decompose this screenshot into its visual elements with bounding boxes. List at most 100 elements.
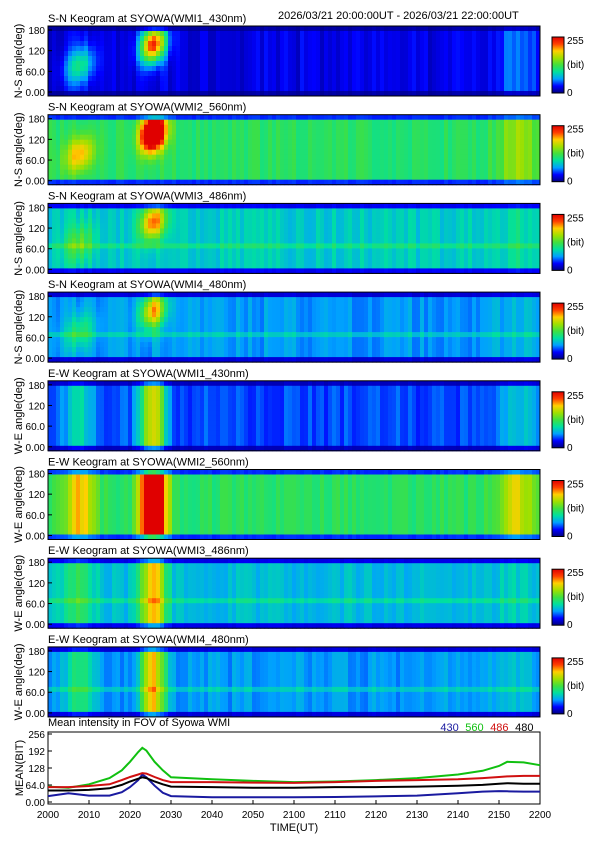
keogram-cell <box>84 238 89 244</box>
keogram-cell <box>376 159 381 166</box>
keogram-cell <box>160 154 165 161</box>
keogram-cell <box>500 71 505 77</box>
keogram-cell <box>464 248 469 254</box>
keogram-cell <box>284 61 289 67</box>
keogram-cell <box>272 218 277 224</box>
keogram-cell <box>220 154 225 161</box>
keogram-cell <box>100 154 105 161</box>
keogram-cell <box>460 243 465 249</box>
keogram-cell <box>256 76 261 82</box>
keogram-cell <box>388 263 393 269</box>
keogram-cell <box>440 154 445 161</box>
keogram-cell <box>380 258 385 264</box>
keogram-cell <box>284 179 289 186</box>
keogram-cell <box>72 134 77 141</box>
keogram-cell <box>424 223 429 229</box>
keogram-cell <box>208 139 213 146</box>
keogram-cell <box>104 56 109 62</box>
keogram-cell <box>440 228 445 234</box>
keogram-cell <box>296 139 301 146</box>
keogram-cell <box>76 41 81 47</box>
keogram-cell <box>180 119 185 126</box>
keogram-cell <box>200 91 205 97</box>
keogram-cell <box>412 56 417 62</box>
keogram-cell <box>316 56 321 62</box>
keogram-cell <box>212 243 217 249</box>
keogram-cell <box>444 76 449 82</box>
keogram-cell <box>200 169 205 176</box>
keogram-cell <box>152 238 157 244</box>
keogram-cell <box>452 263 457 269</box>
keogram-cell <box>444 66 449 72</box>
keogram-cell <box>100 164 105 171</box>
keogram-cell <box>188 213 193 219</box>
keogram-cell <box>300 169 305 176</box>
keogram-cell <box>232 258 237 264</box>
keogram-cell <box>220 159 225 166</box>
keogram-cell <box>432 169 437 176</box>
keogram-cell <box>280 129 285 136</box>
keogram-cell <box>372 129 377 136</box>
keogram-cell <box>60 124 65 131</box>
keogram-cell <box>380 218 385 224</box>
keogram-cell <box>100 81 105 87</box>
keogram-cell <box>116 31 121 37</box>
keogram-cell <box>220 223 225 229</box>
keogram-cell <box>468 164 473 171</box>
keogram-cell <box>200 36 205 42</box>
keogram-cell <box>284 66 289 72</box>
keogram-cell <box>372 253 377 259</box>
keogram-cell <box>292 179 297 186</box>
keogram-cell <box>508 56 513 62</box>
keogram-cell <box>244 129 249 136</box>
keogram-cell <box>524 144 529 151</box>
keogram-cell <box>484 114 489 121</box>
keogram-cell <box>176 223 181 229</box>
keogram-cell <box>132 208 137 214</box>
keogram-cell <box>416 258 421 264</box>
keogram-cell <box>356 268 361 274</box>
keogram-cell <box>68 258 73 264</box>
keogram-cell <box>192 263 197 269</box>
keogram-cell <box>308 238 313 244</box>
keogram-cell <box>448 81 453 87</box>
keogram-cell <box>500 91 505 97</box>
keogram-cell <box>412 253 417 259</box>
keogram-cell <box>388 71 393 77</box>
keogram-cell <box>136 164 141 171</box>
keogram-cell <box>440 51 445 57</box>
keogram-cell <box>276 154 281 161</box>
keogram-cell <box>208 41 213 47</box>
keogram-cell <box>432 149 437 156</box>
keogram-cell <box>88 263 93 269</box>
keogram-cell <box>144 129 149 136</box>
keogram-cell <box>188 174 193 181</box>
keogram-cell <box>196 228 201 234</box>
keogram-cell <box>448 31 453 37</box>
keogram-cell <box>72 36 77 42</box>
keogram-cell <box>316 71 321 77</box>
keogram-cell <box>468 248 473 254</box>
keogram-cell <box>204 66 209 72</box>
keogram-cell <box>116 26 121 32</box>
keogram-cell <box>220 31 225 37</box>
keogram-cell <box>396 238 401 244</box>
keogram-cell <box>100 46 105 52</box>
keogram-cell <box>376 263 381 269</box>
keogram-cell <box>92 76 97 82</box>
keogram-cell <box>76 114 81 121</box>
keogram-cell <box>324 66 329 72</box>
keogram-cell <box>208 61 213 67</box>
keogram-cell <box>280 31 285 37</box>
keogram-image <box>48 203 541 274</box>
keogram-cell <box>48 76 53 82</box>
keogram-cell <box>536 164 541 171</box>
keogram-cell <box>456 36 461 42</box>
keogram-cell <box>128 223 133 229</box>
keogram-cell <box>216 248 221 254</box>
keogram-cell <box>172 179 177 186</box>
keogram-cell <box>400 26 405 32</box>
keogram-cell <box>308 124 313 131</box>
keogram-cell <box>520 51 525 57</box>
keogram-cell <box>464 41 469 47</box>
